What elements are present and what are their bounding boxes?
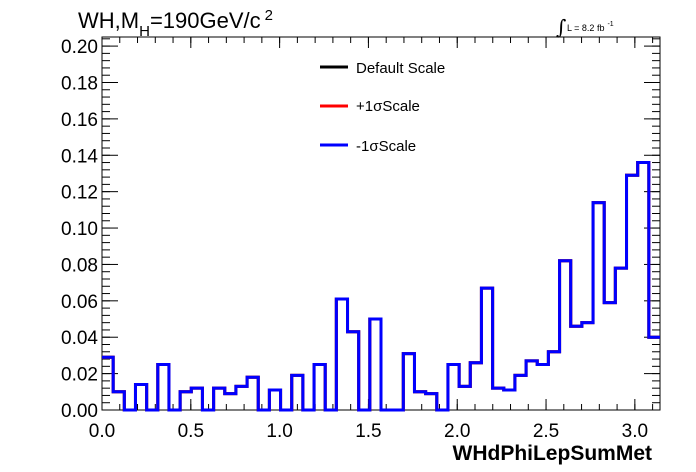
histogram-series bbox=[102, 161, 660, 412]
series-2 bbox=[102, 161, 660, 412]
x-tick-label: 2.5 bbox=[533, 421, 559, 442]
y-tick-label: 0.04 bbox=[61, 328, 98, 349]
x-tick-label: 1.5 bbox=[355, 421, 381, 442]
axis-ticks: 0.00 0.02 0.04 0.06 0.08 0.10 0.12 0.14 0.16 0.18… bbox=[61, 37, 660, 442]
y-tick-label: 0.00 bbox=[61, 401, 98, 422]
y-tick-label: 0.20 bbox=[61, 37, 98, 58]
y-tick-label: 0.06 bbox=[61, 292, 98, 313]
x-tick-label: 2.0 bbox=[444, 421, 470, 442]
y-tick-label: 0.08 bbox=[61, 255, 98, 276]
y-tick-label: 0.10 bbox=[61, 219, 98, 240]
chart-title: WH,MH=190GeV/c 2 bbox=[78, 7, 273, 40]
x-tick-label: 3.0 bbox=[622, 421, 648, 442]
svg-text:L = 8.2 fb-1: L = 8.2 fb -1 bbox=[567, 21, 614, 33]
y-tick-label: 0.02 bbox=[61, 365, 98, 386]
legend-label: +1σScale bbox=[356, 98, 420, 115]
legend-label: -1σScale bbox=[356, 138, 416, 155]
legend-label: Default Scale bbox=[356, 60, 445, 77]
integral-symbol: ∫ bbox=[556, 15, 566, 39]
legend-entry-minus1sigma: -1σScale bbox=[320, 138, 416, 155]
histogram-line bbox=[102, 161, 660, 412]
x-axis-label: WHdPhiLepSumMet bbox=[453, 442, 653, 465]
legend-entry-default: Default Scale bbox=[320, 60, 445, 77]
y-tick-label: 0.16 bbox=[61, 110, 98, 131]
x-tick-label: 0.5 bbox=[178, 421, 204, 442]
y-tick-label: 0.12 bbox=[61, 183, 98, 204]
x-tick-label: 0.0 bbox=[89, 421, 115, 442]
y-tick-label: 0.18 bbox=[61, 73, 98, 94]
y-tick-label: 0.14 bbox=[61, 146, 98, 167]
legend-entry-plus1sigma: +1σScale bbox=[320, 98, 420, 115]
x-tick-label: 1.0 bbox=[266, 421, 292, 442]
legend: Default Scale +1σScale -1σScale bbox=[320, 60, 445, 155]
luminosity-label: ∫ L = 8.2 fb -1 bbox=[556, 15, 614, 39]
